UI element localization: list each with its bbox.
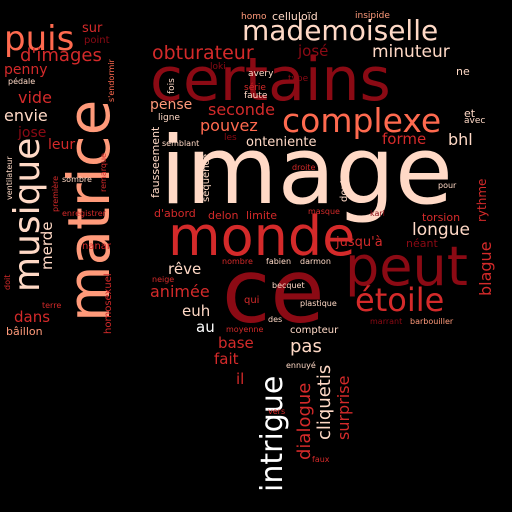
word-moyenne: moyenne: [226, 325, 264, 334]
word-faux: faux: [312, 455, 330, 464]
word-vers: vers: [268, 407, 286, 416]
word-il: il: [236, 370, 245, 388]
word-homosexuel: homosexuel: [103, 273, 114, 334]
word-delon: delon: [208, 209, 239, 222]
word-fois: fois: [167, 78, 177, 94]
word-ennuye: ennuyé: [286, 361, 316, 370]
word-animee: animée: [150, 282, 210, 301]
word-masque: masque: [308, 207, 340, 216]
word-envie: envie: [4, 106, 48, 125]
word-sur: sur: [82, 21, 103, 36]
word-dialogue: dialogue: [294, 382, 315, 460]
word-leur: leur: [48, 137, 76, 153]
word-doit: doit: [3, 274, 12, 290]
word-onteniente: onteniente: [246, 135, 317, 150]
word-fait: fait: [214, 350, 239, 368]
word-seconde: seconde: [208, 100, 275, 119]
word-remarque: remarque: [99, 153, 108, 192]
word-reve: rêve: [168, 260, 202, 278]
word-obturateur: obturateur: [152, 42, 254, 64]
word-karl: karl: [370, 209, 385, 218]
word-surprise: surprise: [334, 375, 353, 440]
word-ce: ce: [222, 240, 325, 343]
word-etoile: étoile: [355, 281, 445, 319]
word-penny: penny: [4, 62, 48, 78]
word-longue: longue: [412, 220, 470, 240]
word-faussement: fausseement: [149, 126, 162, 198]
word-qui: qui: [244, 295, 260, 306]
word-premiere: première: [51, 175, 60, 212]
word-pense: pense: [150, 97, 193, 113]
word-insipide: insipide: [355, 11, 390, 21]
word-ne: ne: [456, 65, 470, 78]
word-barbouiller: barbouiller: [410, 317, 454, 326]
word-doute: doute: [339, 173, 350, 202]
word-ventilateur: ventilateur: [5, 156, 14, 200]
word-jose-accent: josé: [298, 42, 329, 60]
word-mademoiselle: mademoiselle: [242, 14, 439, 47]
word-intrigue: intrigue: [255, 375, 290, 492]
word-forme: forme: [382, 130, 427, 148]
word-complexe: complexe: [282, 101, 442, 140]
word-image: image: [160, 117, 453, 226]
word-loki: loki: [210, 62, 226, 72]
word-blague: blague: [476, 241, 495, 296]
word-faute: faute: [244, 91, 268, 101]
word-neant: néant: [406, 237, 438, 250]
word-jose: jose: [18, 125, 47, 141]
word-limite: limite: [246, 209, 277, 222]
word-sequence: séquence: [201, 153, 212, 202]
word-certains: certains: [150, 45, 391, 115]
word-type: type: [288, 74, 309, 84]
word-rythme: rythme: [475, 178, 489, 222]
word-avec: avec: [464, 116, 486, 126]
word-compteur: compteur: [290, 325, 339, 336]
word-darmon: darmon: [300, 257, 331, 266]
word-pouvez: pouvez: [200, 116, 258, 135]
word-et: et: [464, 107, 476, 120]
word-dabord: d'abord: [154, 207, 196, 220]
word-jusqua: jusqu'à: [336, 235, 383, 250]
word-nombre: nombre: [222, 257, 253, 266]
word-puis: puis: [4, 19, 75, 59]
word-plastique: plastique: [300, 299, 337, 308]
word-minuteur: minuteur: [372, 42, 450, 62]
word-enregistrer: enregistrer: [62, 209, 106, 218]
word-celluloid: celluloïd: [272, 10, 318, 23]
word-peut: peut: [345, 235, 468, 298]
word-d-images: d'images: [20, 45, 102, 66]
word-semblant: semblant: [162, 139, 200, 148]
word-point: point: [84, 35, 110, 46]
word-neige: neige: [152, 275, 175, 284]
word-monde: monde: [168, 205, 356, 268]
word-torsion: torsion: [422, 211, 461, 224]
word-marrant: marrant: [370, 317, 403, 326]
word-serie: série: [244, 83, 266, 93]
word-sendormir: s'endormir: [107, 59, 116, 102]
word-des: des: [268, 315, 283, 324]
word-nanar: nanar: [82, 241, 112, 252]
word-les: les: [224, 133, 237, 143]
word-merde: merde: [38, 221, 56, 271]
word-droite: droite: [292, 163, 316, 172]
word-vide: vide: [18, 88, 52, 107]
word-cliquetis: cliquetis: [314, 364, 335, 440]
word-fabien: fabien: [266, 257, 292, 266]
word-au: au: [196, 318, 215, 336]
word-pedale: pédale: [8, 77, 36, 86]
word-base: base: [218, 334, 254, 352]
word-homo: homo: [241, 12, 267, 22]
word-euh: euh: [182, 302, 211, 320]
word-ligne: ligne: [158, 113, 180, 123]
word-pas: pas: [290, 336, 322, 357]
word-avery: avery: [248, 69, 274, 79]
word-dans: dans: [14, 308, 51, 326]
word-pour: pour: [438, 181, 457, 190]
word-sombre: sombre: [62, 175, 92, 184]
word-bhl: bhl: [448, 130, 473, 149]
word-terre: terre: [42, 301, 62, 310]
word-becquet: becquet: [272, 281, 305, 290]
word-baillon: bâillon: [6, 325, 43, 338]
